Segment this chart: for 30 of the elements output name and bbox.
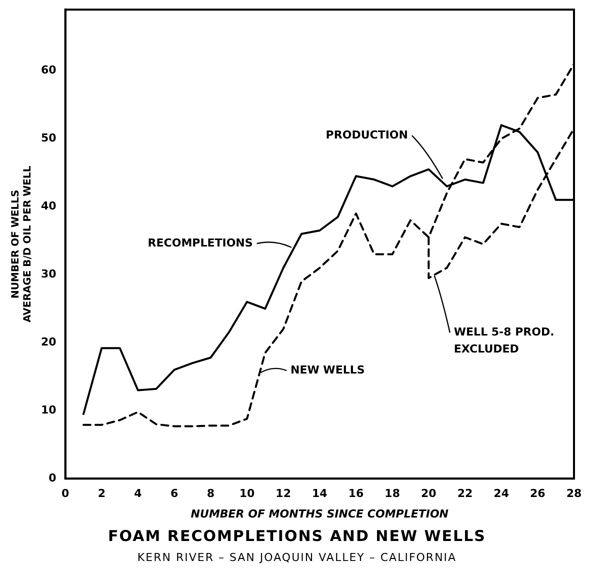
x-tick-label: 26 — [530, 487, 546, 500]
y-tick-label: 20 — [40, 336, 57, 349]
x-tick-label: 20 — [421, 487, 437, 500]
y-tick-label: 10 — [40, 403, 57, 416]
x-tick-label: 10 — [239, 487, 255, 500]
text: FOAM RECOMPLETIONS AND NEW WELLS — [107, 527, 487, 545]
y-axis-title: NUMBER OF WELLS AVERAGE B/D OIL PER WELL — [10, 165, 34, 322]
annotation: RECOMPLETIONS — [148, 236, 253, 250]
annotation: NEW WELLS — [290, 363, 365, 376]
y-tick-label: 50 — [40, 132, 57, 145]
x-tick-label: 22 — [457, 487, 473, 500]
x-tick-label: 18 — [384, 487, 400, 500]
y-tick-label: 40 — [40, 200, 57, 213]
annotation: PRODUCTION — [326, 128, 408, 142]
y-tick-label: 30 — [40, 268, 57, 281]
y-tick-label: 0 — [48, 471, 57, 484]
x-tick-label: 0 — [61, 487, 70, 500]
x-axis-title: NUMBER OF MONTHS SINCE COMPLETION — [190, 507, 449, 520]
annotation: WELL 5-8 PROD. EXCLUDED — [454, 326, 554, 356]
x-tick-label: 8 — [206, 487, 214, 500]
x-tick-label: 24 — [494, 487, 510, 500]
x-tick-label: 6 — [170, 487, 178, 500]
x-tick-label: 14 — [312, 487, 328, 500]
y-tick-label: 60 — [40, 64, 57, 77]
x-tick-label: 4 — [134, 487, 142, 500]
x-tick-label: 28 — [566, 487, 582, 500]
x-tick-label: 16 — [348, 487, 364, 500]
x-tick-label: 12 — [276, 487, 291, 500]
text: KERN RIVER – SAN JOAQUIN VALLEY – CALIFORNIA — [136, 551, 458, 564]
x-tick-label: 2 — [98, 487, 106, 500]
